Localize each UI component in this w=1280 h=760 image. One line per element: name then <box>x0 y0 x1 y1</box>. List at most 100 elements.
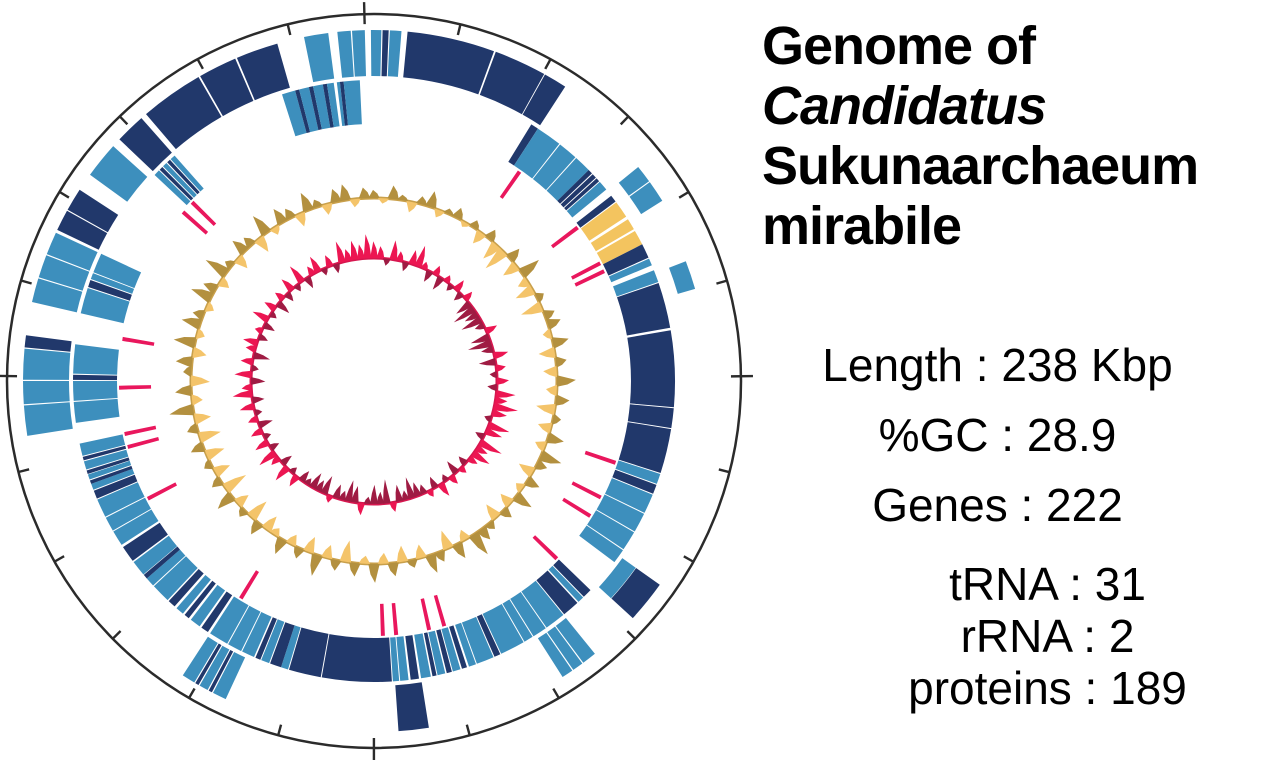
gc-content-plot-spike <box>195 328 205 340</box>
gc-skew-plot-spike <box>453 280 464 293</box>
gc-skew-plot-spike <box>496 377 509 385</box>
outer-gene-ring-segment <box>23 348 71 380</box>
gc-skew-plot-spike <box>262 321 275 332</box>
outer-gene-ring-segment <box>387 30 402 77</box>
gc-content-plot-spike <box>294 545 305 559</box>
inner-gene-ring-segment <box>579 525 623 563</box>
gc-content-plot-spike <box>269 528 280 538</box>
gc-content-plot-spike <box>247 501 267 521</box>
gc-skew-plot-spike <box>271 455 281 465</box>
inner-gene-ring-segment <box>608 258 652 283</box>
gc-skew-plot-spike <box>241 383 252 392</box>
outer-gene-ring-segment <box>555 618 595 663</box>
gc-skew-plot-spike <box>268 310 277 319</box>
gc-content-plot-spike <box>251 519 264 535</box>
gc-content-plot-spike <box>191 289 214 304</box>
gc-skew-plot-spike <box>467 455 478 464</box>
gc-content-plot-spike <box>269 224 280 235</box>
gc-skew-plot-spike <box>335 241 346 264</box>
gc-skew-plot-spike <box>370 484 378 504</box>
gc-skew-plot-spike <box>234 370 252 379</box>
scale-minor-tick <box>619 115 630 126</box>
inner-gene-ring-segment <box>176 575 211 614</box>
gc-skew-plot-spike <box>357 502 365 516</box>
inner-gene-ring-segment <box>564 178 600 211</box>
inner-gene-ring-segment <box>308 86 322 131</box>
gc-content-plot-spike <box>254 235 269 252</box>
gc-content-plot-spike <box>294 211 306 227</box>
gc-content-plot-spike <box>516 483 526 494</box>
gc-skew-plot-spike <box>493 351 509 360</box>
inner-gene-ring-segment <box>91 468 135 490</box>
gc-content-plot-spike <box>518 463 536 478</box>
outer-gene-ring-segment <box>38 255 90 291</box>
gc-skew-plot-spike <box>280 455 292 467</box>
gc-skew-plot-spike <box>432 265 441 277</box>
gc-skew-plot-spike <box>289 474 300 487</box>
title-line-3: Sukunaarchaeum <box>762 136 1199 196</box>
inner-gene-ring-segment <box>73 398 120 423</box>
gc-skew-plot-spike <box>495 364 506 372</box>
inner-gene-ring-segment <box>603 244 649 276</box>
scale-minor-tick <box>465 724 471 736</box>
trna-tick <box>146 482 177 501</box>
outer-gene-ring-segment <box>57 210 108 250</box>
inner-gene-ring-segment <box>532 144 576 190</box>
outer-gene-ring-segment <box>598 558 636 599</box>
gc-content-plot-spike <box>181 317 202 330</box>
trna-tick <box>420 598 432 631</box>
outer-gene-ring-segment <box>381 30 389 77</box>
gc-content-plot-spike <box>275 536 288 554</box>
gc-content-plot-spike <box>377 552 390 564</box>
gc-skew-plot-spike <box>493 402 518 412</box>
gc-content-plot-spike <box>192 346 207 359</box>
trna-tick <box>571 481 602 500</box>
gc-content-plot-spike <box>515 284 536 299</box>
outer-gene-ring-segment <box>195 643 222 685</box>
gc-skew-plot-spike <box>357 244 365 260</box>
gc-content-plot-spike <box>175 384 192 397</box>
scale-minor-tick <box>626 630 637 640</box>
gc-skew-plot-spike <box>481 345 494 353</box>
gc-content-plot-spike <box>273 209 288 226</box>
gc-skew-plot-spike <box>325 255 334 268</box>
gc-content-plot-spike <box>406 200 418 213</box>
gc-skew-plot-spike <box>307 266 316 277</box>
trna-tick <box>181 210 209 235</box>
inner-gene-ring-segment <box>339 81 348 126</box>
scale-minor-tick <box>18 468 30 474</box>
inner-gene-ring-segment <box>428 630 446 676</box>
gc-content-plot-spike <box>415 196 427 206</box>
gc-content-plot-spike <box>321 202 333 215</box>
title-line-1: Genome of <box>762 16 1036 76</box>
inner-gene-ring-segment <box>153 556 198 601</box>
inner-gene-ring-segment <box>163 163 197 198</box>
inner-gene-ring-segment <box>576 195 616 228</box>
gc-content-plot-spike <box>512 491 532 508</box>
outer-gene-ring-segment <box>669 261 696 294</box>
gc-content-plot-spike <box>524 475 540 488</box>
gc-content-plot-spike <box>349 562 361 577</box>
outer-gene-ring-segment <box>119 118 172 172</box>
trna-tick <box>119 385 152 390</box>
gc-skew-plot-spike <box>443 275 451 284</box>
gc-content-plot-spike <box>484 229 496 243</box>
trna-tick <box>190 200 217 226</box>
inner-gene-ring-segment <box>405 635 419 680</box>
gc-skew-plot-spike <box>320 476 333 495</box>
gc-skew-plot-spike <box>262 433 272 441</box>
gc-skew-plot-spike <box>344 249 353 262</box>
gc-skew-plot-spike <box>284 291 294 302</box>
inner-gene-ring-segment <box>146 549 186 586</box>
gc-skew-plot-spike <box>448 474 458 484</box>
gc-content-plot-spike <box>506 248 520 263</box>
gc-content-plot-spike <box>169 403 195 416</box>
inner-gene-ring-segment <box>113 509 159 545</box>
gc-skew-plot-spike <box>389 240 398 261</box>
gc-content-plot-spike <box>377 198 390 204</box>
inner-gene-ring-segment <box>97 482 145 517</box>
gc-content-plot-spike <box>349 198 361 208</box>
gc-skew-plot-spike <box>461 316 483 330</box>
gc-content-plot-spike <box>387 562 399 577</box>
outer-gene-ring-segment <box>547 626 583 670</box>
